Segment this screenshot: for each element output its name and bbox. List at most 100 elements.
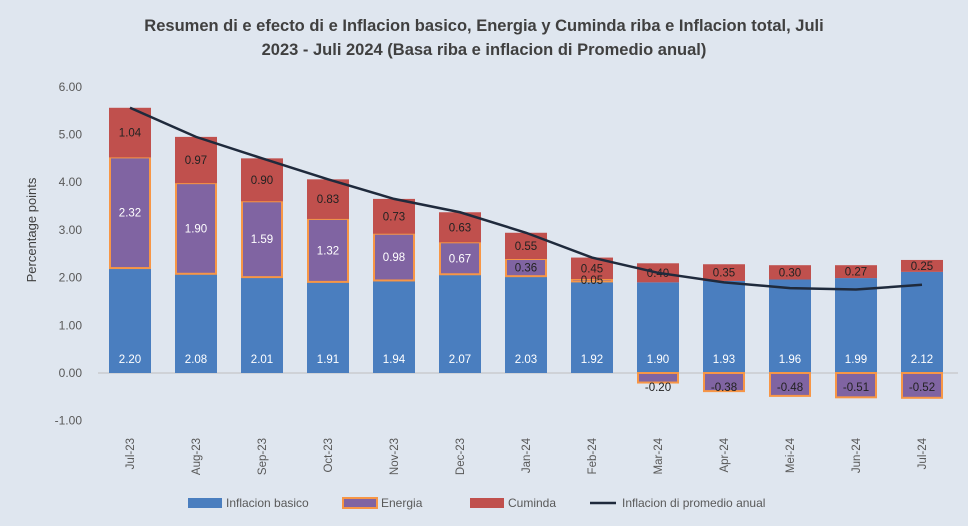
data-label-cuminda: 0.30 — [779, 267, 801, 279]
bar-inflacion-basico — [439, 274, 481, 373]
bar-inflacion-basico — [901, 271, 943, 373]
bar-cuminda — [241, 158, 283, 202]
bar-energia — [769, 372, 811, 397]
y-tick-label: 2.00 — [59, 271, 83, 285]
data-label-energia: 2.32 — [119, 208, 141, 220]
bar-cuminda — [703, 264, 745, 281]
data-label-basico: 2.12 — [911, 354, 933, 366]
bar-inflacion-basico — [637, 282, 679, 373]
bar-inflacion-basico — [835, 278, 877, 373]
y-tick-label: 3.00 — [59, 223, 83, 237]
data-label-energia: -0.38 — [711, 382, 737, 394]
legend-label: Inflacion di promedio anual — [622, 496, 765, 510]
x-tick-label: Aug-23 — [191, 438, 203, 475]
x-tick-label: Apr-24 — [719, 437, 731, 472]
bar-inflacion-basico — [505, 276, 547, 373]
chart-title-line1: Resumen di e efecto di e Inflacion basic… — [144, 17, 824, 35]
bar-inflacion-basico — [373, 280, 415, 373]
data-label-cuminda: 0.97 — [185, 155, 207, 167]
bar-energia — [175, 182, 217, 275]
bar-energia — [241, 200, 283, 279]
data-label-cuminda: 0.73 — [383, 211, 405, 223]
x-tick-label: Nov-23 — [389, 438, 401, 475]
data-label-basico: 1.92 — [581, 354, 603, 366]
data-label-energia: 0.05 — [581, 275, 603, 287]
bar-cuminda — [175, 136, 217, 184]
data-label-cuminda: 0.25 — [911, 261, 933, 273]
bar-energia — [835, 372, 877, 399]
legend-swatch — [342, 497, 378, 509]
x-tick-label: Oct-23 — [323, 438, 335, 473]
y-tick-label: 1.00 — [59, 318, 83, 332]
data-label-basico: 1.96 — [779, 354, 801, 366]
chart-title-line2: 2023 - Juli 2024 (Basa riba e inflacion … — [261, 41, 707, 59]
data-label-energia: 1.32 — [317, 245, 339, 257]
bar-inflacion-basico — [307, 281, 349, 373]
data-label-basico: 1.90 — [647, 354, 669, 366]
data-label-cuminda: 0.45 — [581, 263, 603, 275]
data-label-cuminda: 0.35 — [713, 268, 735, 280]
data-label-energia: -0.51 — [843, 382, 869, 394]
data-label-basico: 2.20 — [119, 354, 141, 366]
bar-inflacion-basico — [769, 279, 811, 373]
y-tick-label: 5.00 — [59, 128, 83, 142]
bar-cuminda — [571, 257, 613, 280]
legend-swatch — [188, 498, 222, 508]
line-inflacion-promedio — [129, 106, 923, 291]
bar-cuminda — [769, 265, 811, 280]
y-tick-label: -1.00 — [55, 414, 83, 428]
bar-inflacion-basico — [241, 277, 283, 373]
bar-cuminda — [901, 259, 943, 272]
data-label-basico: 1.99 — [845, 354, 867, 366]
y-tick-label: 6.00 — [59, 80, 83, 94]
data-label-energia: 0.67 — [449, 253, 471, 265]
data-label-energia: -0.20 — [645, 382, 671, 394]
legend-label: Inflacion basico — [226, 496, 309, 510]
x-tick-label: Jan-24 — [521, 437, 533, 473]
bar-inflacion-basico — [703, 280, 745, 373]
data-label-basico: 1.93 — [713, 354, 735, 366]
y-axis-label: Percentage points — [24, 177, 39, 282]
data-label-basico: 1.94 — [383, 354, 406, 366]
data-label-cuminda: 0.83 — [317, 194, 339, 206]
bar-energia — [637, 372, 679, 384]
x-tick-label: Jun-24 — [851, 437, 863, 473]
bar-energia — [439, 241, 481, 276]
x-tick-label: Dec-23 — [455, 438, 467, 475]
x-tick-label: Jul-24 — [917, 437, 929, 469]
x-tick-label: Mei-24 — [785, 437, 797, 473]
bar-energia — [901, 372, 943, 399]
x-tick-label: Feb-24 — [587, 437, 599, 474]
legend-swatch — [470, 498, 504, 508]
bar-energia — [373, 232, 415, 282]
data-label-cuminda: 0.90 — [251, 175, 273, 187]
bar-inflacion-basico — [571, 281, 613, 373]
data-label-basico: 2.01 — [251, 354, 273, 366]
data-label-cuminda: 0.55 — [515, 241, 537, 253]
bar-inflacion-basico — [175, 273, 217, 373]
y-tick-label: 0.00 — [59, 366, 83, 380]
data-label-energia: -0.48 — [777, 382, 803, 394]
x-tick-label: Mar-24 — [653, 437, 665, 474]
data-label-energia: 0.98 — [383, 252, 405, 264]
bar-energia — [703, 372, 745, 393]
data-label-basico: 2.08 — [185, 354, 207, 366]
bar-cuminda — [307, 179, 349, 219]
bar-cuminda — [109, 107, 151, 158]
data-label-basico: 1.91 — [317, 354, 339, 366]
legend-label: Cuminda — [508, 496, 556, 510]
data-label-energia: 0.36 — [515, 263, 537, 275]
x-tick-label: Jul-23 — [125, 438, 137, 469]
bar-cuminda — [835, 265, 877, 279]
data-label-basico: 2.07 — [449, 354, 471, 366]
bar-energia — [307, 217, 349, 283]
legend-label: Energia — [381, 496, 423, 510]
data-label-cuminda: 1.04 — [119, 128, 142, 140]
bar-inflacion-basico — [109, 268, 151, 373]
data-label-cuminda: 0.63 — [449, 222, 471, 234]
data-label-energia: -0.52 — [909, 382, 935, 394]
x-tick-label: Sep-23 — [257, 438, 269, 475]
data-label-basico: 2.03 — [515, 354, 537, 366]
